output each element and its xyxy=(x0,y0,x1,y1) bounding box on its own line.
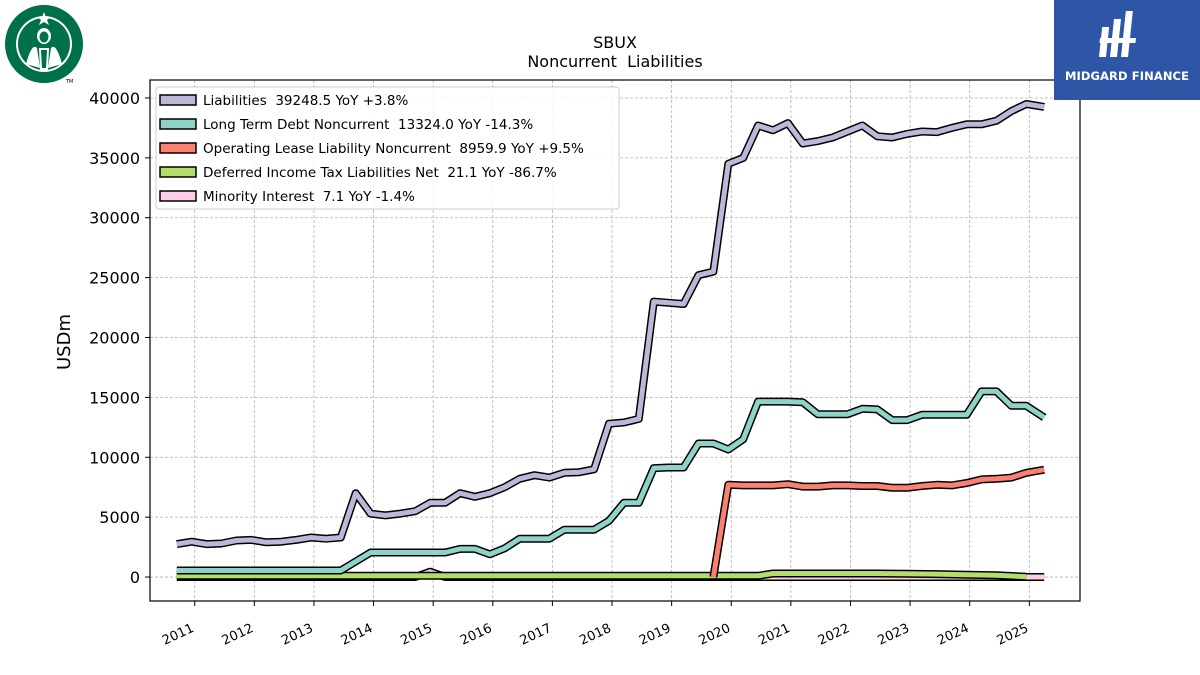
series-1 xyxy=(176,387,1047,575)
x-tick-label: 2020 xyxy=(697,621,733,649)
series-3 xyxy=(176,569,1027,581)
series-line xyxy=(176,101,1045,547)
y-tick-label: 10000 xyxy=(89,448,140,467)
x-tick-label: 2024 xyxy=(935,621,971,649)
x-tick-label: 2021 xyxy=(756,621,792,649)
series-line xyxy=(176,571,1027,580)
starbucks-logo: TM xyxy=(4,4,86,86)
y-tick-label: 0 xyxy=(130,568,140,587)
legend-swatch xyxy=(159,142,197,154)
midgard-finance-wordmark: MIDGARD FINANCE xyxy=(1064,69,1190,83)
series-2 xyxy=(709,465,1045,578)
series-line xyxy=(710,467,1045,578)
legend-label: Operating Lease Liability Noncurrent 895… xyxy=(203,141,584,157)
legend-label: Deferred Income Tax Liabilities Net 21.1… xyxy=(203,165,557,181)
midgard-finance-logo: MIDGARD FINANCE xyxy=(1054,0,1200,100)
plot-frame xyxy=(149,79,1081,602)
legend-label: Minority Interest 7.1 YoY -1.4% xyxy=(203,189,415,205)
legend-swatch xyxy=(159,94,197,106)
x-tick-label: 2014 xyxy=(339,621,375,649)
x-tick-label: 2025 xyxy=(995,621,1031,649)
chart-subtitle: Noncurrent Liabilities xyxy=(527,52,702,71)
x-tick-label: 2022 xyxy=(816,621,852,649)
midgard-emblem-icon xyxy=(1099,11,1137,57)
legend-swatch xyxy=(159,118,197,130)
axis-ticks: 0 5000 10000 15000 20000 25000 30000 35000 40000… xyxy=(89,89,1031,649)
x-tick-label: 2015 xyxy=(399,621,435,649)
y-tick-label: 5000 xyxy=(99,508,140,527)
series-0 xyxy=(176,100,1045,549)
y-tick-label: 35000 xyxy=(89,149,140,168)
x-tick-label: 2011 xyxy=(160,621,196,649)
legend: Liabilities 39248.5 YoY +3.8% Long Term D… xyxy=(155,86,620,210)
x-tick-label: 2016 xyxy=(458,621,494,649)
x-tick-label: 2012 xyxy=(220,621,256,649)
legend-swatch xyxy=(159,166,197,178)
x-tick-label: 2018 xyxy=(577,621,613,649)
legend-swatch xyxy=(159,190,197,202)
series-layer xyxy=(176,100,1047,581)
y-tick-label: 20000 xyxy=(89,329,140,348)
x-tick-label: 2017 xyxy=(518,621,554,649)
y-tick-label: 15000 xyxy=(89,388,140,407)
series-line xyxy=(176,388,1046,573)
x-tick-label: 2023 xyxy=(875,621,911,649)
y-tick-label: 25000 xyxy=(89,269,140,288)
legend-label: Liabilities 39248.5 YoY +3.8% xyxy=(203,93,408,109)
x-tick-label: 2019 xyxy=(637,621,673,649)
y-axis-label: USDm xyxy=(54,314,75,370)
y-tick-label: 30000 xyxy=(89,209,140,228)
legend-label: Long Term Debt Noncurrent 13324.0 YoY -1… xyxy=(203,117,533,133)
legend-box xyxy=(155,86,620,210)
x-tick-label: 2013 xyxy=(279,621,315,649)
trademark-mark: TM xyxy=(66,79,74,85)
y-tick-label: 40000 xyxy=(89,89,140,108)
chart-title: SBUX xyxy=(593,33,637,52)
